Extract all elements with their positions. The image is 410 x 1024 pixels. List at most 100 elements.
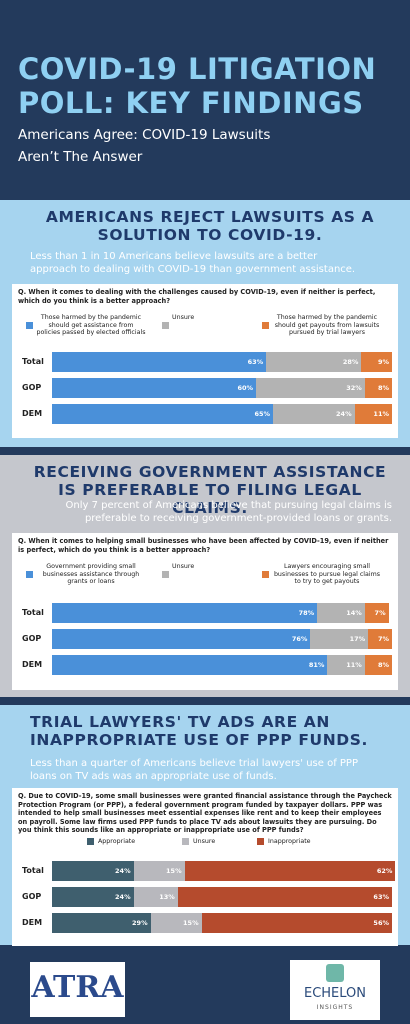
logo-icon — [326, 964, 344, 982]
chart-question: Q. Due to COVID-19, some small businesse… — [18, 792, 392, 834]
logo-text: ECHELON — [303, 986, 367, 1001]
section: RECEIVING GOVERNMENT ASSISTANCE IS PREFE… — [0, 455, 410, 697]
category-label: DEM — [22, 409, 43, 418]
legend-label: Unsure — [172, 563, 195, 570]
category-label: DEM — [22, 660, 43, 669]
chart-card: Q. When it comes to dealing with the cha… — [12, 284, 398, 438]
value-label: 65% — [254, 410, 270, 418]
legend-swatch — [87, 838, 94, 845]
bar-segment — [133, 887, 178, 907]
bar-segment — [364, 655, 392, 675]
section-heading: RECEIVING GOVERNMENT ASSISTANCE IS PREFE… — [33, 463, 387, 517]
bar-segment — [52, 655, 328, 675]
value-label: 81% — [308, 661, 325, 669]
bar-segment — [52, 887, 134, 907]
value-label: 7% — [377, 635, 389, 643]
section-heading: AMERICANS REJECT LAWSUITS AS A SOLUTION … — [45, 208, 375, 244]
logo: ATRA — [30, 962, 125, 1017]
chart-question: Q. When it comes to dealing with the cha… — [18, 288, 376, 305]
value-label: 60% — [237, 384, 253, 392]
bar-segment — [201, 913, 392, 933]
value-label: 14% — [346, 609, 362, 617]
legend-swatch — [257, 838, 264, 845]
value-label: 29% — [132, 919, 148, 927]
value-label: 63% — [247, 358, 264, 366]
value-label: 24% — [336, 410, 352, 418]
section: TRIAL LAWYERS' TV ADS ARE AN INAPPROPRIA… — [0, 705, 410, 946]
subtitle: Americans Agree: COVID-19 Lawsuits Aren’… — [18, 127, 271, 165]
value-label: 17% — [349, 635, 366, 643]
bar-segment — [52, 404, 273, 424]
value-label: 9% — [377, 358, 389, 366]
value-label: 56% — [373, 919, 389, 927]
chart-question: Q. When it comes to helping small busine… — [18, 537, 389, 554]
bar-segment — [52, 603, 318, 623]
bar-segment — [354, 404, 392, 424]
section-description: Less than 1 in 10 Americans believe laws… — [30, 251, 356, 275]
bar-segment — [317, 603, 365, 623]
section: AMERICANS REJECT LAWSUITS AS A SOLUTION … — [0, 200, 410, 447]
category-label: Total — [22, 866, 44, 875]
logo-subtext: INSIGHTS — [316, 1004, 354, 1011]
legend-swatch — [182, 838, 189, 845]
value-label: 62% — [376, 867, 393, 875]
section-description: Only 7 percent of Americans believe that… — [65, 500, 393, 524]
legend-label: Those harmed by the pandemic should get … — [36, 314, 146, 336]
value-label: 8% — [377, 661, 389, 669]
value-label: 11% — [373, 410, 389, 418]
logo-text: ATRA — [31, 970, 124, 1005]
section-description: Less than a quarter of Americans believe… — [30, 758, 358, 782]
bar-segment — [273, 404, 355, 424]
bar-segment — [310, 629, 369, 649]
value-label: 78% — [298, 609, 315, 617]
bar-segment — [52, 352, 267, 372]
chart-card: Q. Due to COVID-19, some small businesse… — [12, 788, 398, 946]
legend-swatch — [162, 571, 169, 578]
value-label: 24% — [115, 867, 131, 875]
value-label: 11% — [346, 661, 362, 669]
bar-segment — [368, 629, 392, 649]
value-label: 28% — [342, 358, 359, 366]
category-label: GOP — [22, 383, 42, 392]
bar-segment — [52, 861, 134, 881]
bar-segment — [256, 378, 365, 398]
title: COVID-19 LITIGATION POLL: KEY FINDINGS — [18, 52, 377, 120]
legend-swatch — [162, 322, 169, 329]
bar-segment — [327, 655, 365, 675]
category-label: Total — [22, 357, 44, 366]
value-label: 15% — [183, 919, 199, 927]
bar-segment — [361, 352, 392, 372]
logo: ECHELON INSIGHTS — [290, 960, 380, 1020]
section-heading: TRIAL LAWYERS' TV ADS ARE AN INAPPROPRIA… — [30, 713, 369, 749]
legend-swatch — [26, 571, 33, 578]
category-label: Total — [22, 608, 44, 617]
legend-label: Inappropriate — [268, 837, 311, 845]
value-label: 76% — [291, 635, 308, 643]
bar-segment — [133, 861, 185, 881]
legend-label: Those harmed by the pandemic should get … — [274, 314, 380, 336]
value-label: 15% — [166, 867, 182, 875]
category-label: GOP — [22, 634, 42, 643]
value-label: 7% — [374, 609, 386, 617]
bar-segment — [150, 913, 202, 933]
bar-segment — [266, 352, 362, 372]
legend-swatch — [262, 571, 269, 578]
category-label: GOP — [22, 892, 42, 901]
chart-card: Q. When it comes to helping small busine… — [12, 533, 398, 690]
legend-label: Appropriate — [98, 837, 136, 845]
legend-label: Lawyers encouraging small businesses to … — [273, 563, 381, 585]
category-label: DEM — [22, 918, 43, 927]
value-label: 13% — [159, 893, 175, 901]
footer: ATRA ECHELON INSIGHTS — [0, 952, 410, 1024]
legend-label: Unsure — [172, 314, 195, 321]
value-label: 8% — [377, 384, 389, 392]
bar-segment — [364, 378, 392, 398]
bar-segment — [177, 887, 392, 907]
value-label: 63% — [373, 893, 389, 901]
value-label: 24% — [115, 893, 131, 901]
legend-label: Unsure — [193, 837, 216, 845]
bar-segment — [52, 378, 256, 398]
legend-swatch — [26, 322, 33, 329]
legend-label: Government providing small businesses as… — [42, 563, 140, 585]
